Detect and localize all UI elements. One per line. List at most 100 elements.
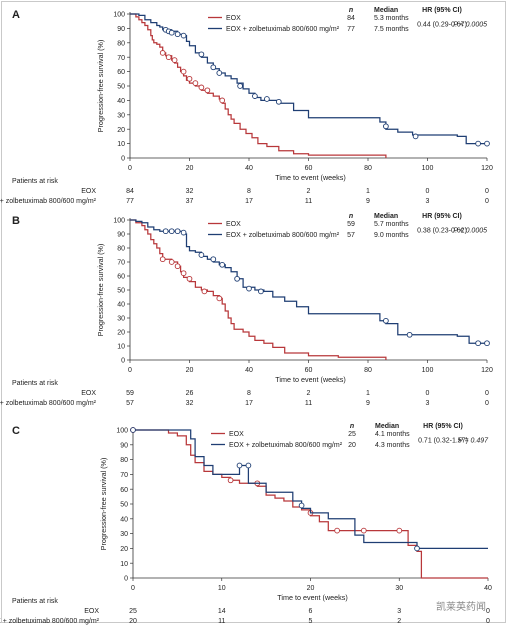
at-risk-value-zolbe: 3 (426, 198, 430, 205)
censor-mark (210, 256, 217, 263)
at-risk-value-eox: 32 (186, 188, 194, 195)
series-line-eox (130, 13, 387, 158)
at-risk-value-eox: 8 (247, 390, 251, 397)
at-risk-value-zolbe: 11 (305, 400, 312, 407)
censor-mark (475, 140, 481, 147)
legend-label-zolbe: EOX + zolbetuximab 800/600 mg/m² (229, 442, 343, 449)
censor-mark (186, 75, 193, 82)
legend-label-eox: EOX (226, 221, 241, 228)
censor-mark (162, 228, 169, 235)
at-risk-value-eox: 0 (426, 390, 430, 397)
censor-mark (475, 340, 481, 347)
y-tick-label: 10 (117, 344, 125, 351)
table-header-n: n (350, 423, 354, 430)
at-risk-value-eox: 0 (426, 188, 430, 195)
censor-mark (264, 96, 270, 102)
x-tick-label: 100 (422, 367, 434, 374)
x-axis-label: Time to event (weeks) (277, 593, 347, 602)
censor-mark (168, 228, 175, 235)
x-tick-label: 40 (245, 165, 253, 172)
at-risk-value-eox: 8 (247, 188, 251, 195)
table-header-median: Median (374, 7, 398, 14)
y-tick-label: 30 (120, 531, 128, 538)
censor-mark (159, 50, 166, 56)
x-tick-label: 30 (395, 585, 403, 592)
y-tick-label: 40 (117, 98, 125, 105)
censor-mark (216, 70, 223, 76)
censor-mark (174, 31, 181, 38)
y-tick-label: 100 (113, 218, 125, 225)
x-tick-label: 20 (186, 165, 194, 172)
stat-median-eox: 5.7 months (374, 221, 409, 228)
series-line-zolbe (130, 13, 487, 145)
at-risk-value-eox: 0 (486, 608, 490, 615)
censor-mark (275, 98, 282, 105)
stat-p: P < 0.0005 (453, 228, 487, 235)
censor-mark (246, 285, 252, 292)
stat-hr: 0.44 (0.29-0.67) (417, 22, 467, 29)
stat-n-eox: 59 (347, 221, 355, 228)
series-line-zolbe (133, 429, 488, 550)
y-tick-label: 10 (117, 141, 125, 148)
stat-median-eox: 4.1 months (375, 431, 410, 438)
x-tick-label: 0 (128, 165, 132, 172)
at-risk-label-zolbe: EOX + zolbetuximab 800/600 mg/m² (0, 198, 97, 205)
y-tick-label: 50 (117, 288, 125, 295)
y-tick-label: 0 (124, 576, 128, 583)
stat-hr: 0.38 (0.23-0.62) (417, 228, 467, 235)
table-header-n: n (349, 7, 353, 14)
stat-p: P = 0.497 (458, 438, 489, 445)
legend-label-zolbe: EOX + zolbetuximab 800/600 mg/m² (226, 26, 340, 33)
censor-mark (227, 477, 234, 484)
x-tick-label: 120 (481, 367, 493, 374)
panel-letter: A (12, 9, 20, 21)
x-axis-label: Time to event (weeks) (275, 375, 345, 384)
censor-mark (198, 84, 205, 91)
at-risk-value-zolbe: 9 (366, 198, 370, 205)
y-tick-label: 30 (117, 112, 125, 119)
panel-letter: C (12, 425, 20, 437)
stat-median-eox: 5.3 months (374, 15, 409, 22)
y-tick-label: 80 (117, 40, 125, 47)
series-line-eox (130, 219, 387, 360)
legend-label-zolbe: EOX + zolbetuximab 800/600 mg/m² (226, 232, 340, 239)
y-axis-label: Progression-free survival (%) (96, 244, 105, 337)
panel-letter: B (12, 215, 20, 227)
y-tick-label: 20 (117, 330, 125, 337)
censor-mark (180, 32, 187, 39)
y-tick-label: 70 (117, 260, 125, 267)
censor-mark (219, 261, 226, 268)
at-risk-value-zolbe: 17 (245, 400, 253, 407)
at-risk-value-zolbe: 77 (126, 198, 134, 205)
legend-label-eox: EOX (226, 15, 241, 22)
at-risk-value-eox: 6 (309, 608, 313, 615)
table-header-hr: HR (95% CI) (423, 423, 463, 430)
censor-mark (174, 228, 181, 235)
censor-mark (168, 29, 175, 36)
at-risk-value-zolbe: 0 (485, 400, 489, 407)
y-tick-label: 40 (117, 302, 125, 309)
censor-mark (130, 427, 136, 433)
x-tick-label: 10 (218, 585, 226, 592)
series-line-zolbe (130, 219, 487, 344)
at-risk-value-zolbe: 0 (486, 618, 490, 625)
censor-mark (210, 64, 217, 71)
series-line-eox (133, 429, 488, 579)
panel-a: A0102030405060708090100Progression-free … (0, 7, 493, 205)
at-risk-value-zolbe: 0 (485, 198, 489, 205)
x-tick-label: 80 (364, 165, 372, 172)
legend-label-eox: EOX (229, 431, 244, 438)
censor-mark (258, 288, 264, 295)
table-header-hr: HR (95% CI) (422, 213, 462, 220)
censor-mark (174, 263, 181, 270)
y-tick-label: 60 (117, 69, 125, 76)
at-risk-value-zolbe: 5 (309, 618, 313, 625)
panel-c: C0102030405060708090100Progression-free … (0, 423, 492, 625)
panels-group: A0102030405060708090100Progression-free … (0, 7, 493, 625)
at-risk-value-eox: 1 (366, 188, 370, 195)
censor-mark (414, 545, 420, 552)
y-tick-label: 80 (120, 457, 128, 464)
censor-mark (198, 51, 205, 58)
x-tick-label: 100 (422, 165, 434, 172)
